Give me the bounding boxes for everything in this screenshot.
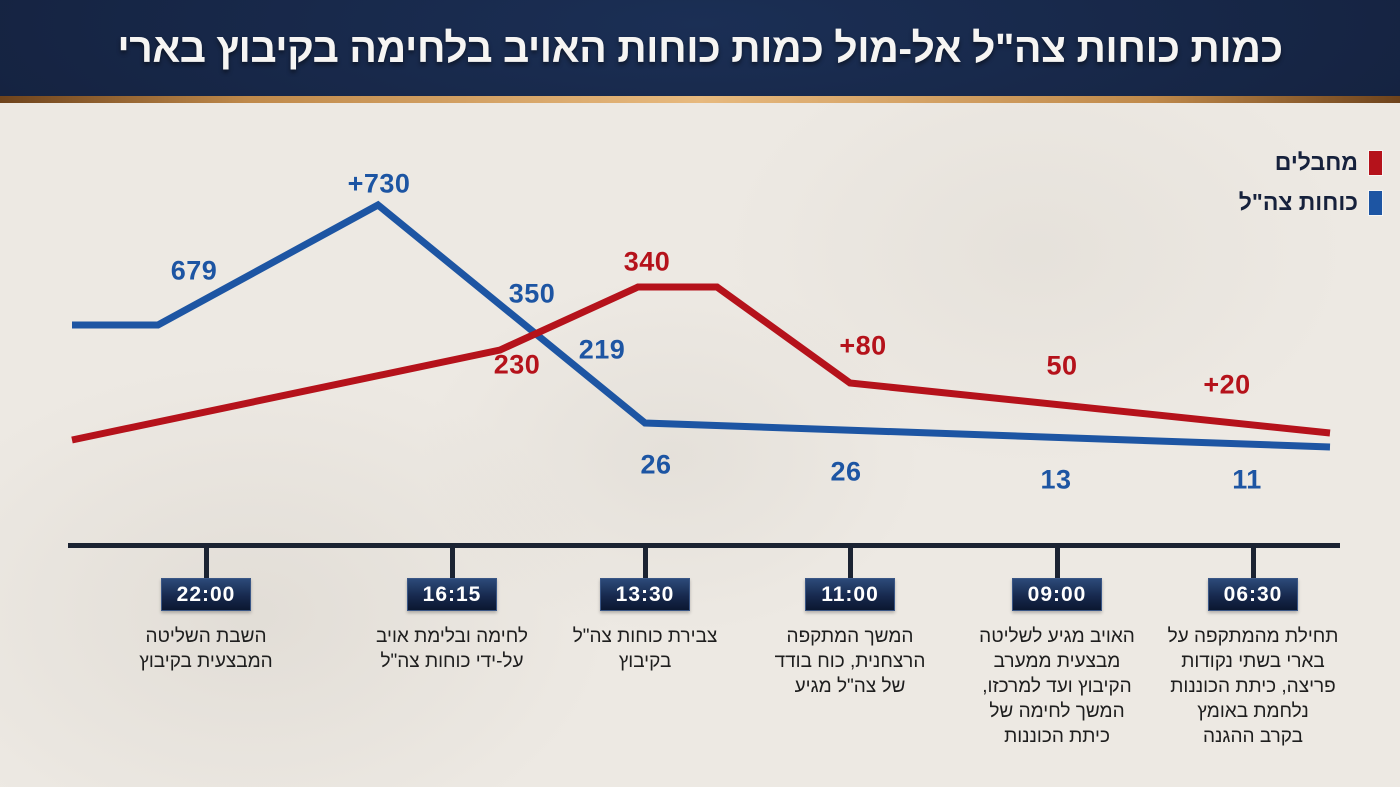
event-description-22:00: השבת השליטה המבצעית בקיבוץ (139, 626, 273, 672)
legend-item-terrorists: מחבלים (1239, 149, 1382, 176)
event-description-16:15: לחימה ובלימת אויב על-ידי כוחות צה"ל (376, 626, 528, 672)
time-box-22:00: 22:00 (161, 578, 251, 611)
value-label-terrorists: 230 (493, 349, 541, 380)
time-box-13:30: 13:30 (600, 578, 690, 611)
time-box-06:30: 06:30 (1208, 578, 1298, 611)
legend-swatch-terrorists-icon (1369, 150, 1382, 175)
gold-accent-bar (0, 96, 1400, 103)
event-description-11:00: המשך המתקפה הרצחנית, כוח בודד של צה"ל מג… (774, 626, 926, 697)
timeline-tick-06:30 (1251, 543, 1256, 579)
legend-item-idf: כוחות צה"ל (1239, 189, 1382, 216)
event-description-09:00: האויב מגיע לשליטה מבצעית ממערב הקיבוץ וע… (979, 626, 1135, 747)
series-line-idf (72, 200, 1331, 451)
value-label-terrorists: 340 (623, 246, 671, 277)
value-label-idf: 26 (830, 456, 862, 487)
timeline-axis (68, 543, 1340, 548)
timeline-tick-13:30 (643, 543, 648, 579)
value-label-idf: 26 (640, 449, 672, 480)
value-label-idf: +730 (347, 168, 411, 199)
time-box-09:00: 09:00 (1012, 578, 1102, 611)
time-box-11:00: 11:00 (805, 578, 895, 611)
value-label-idf: 11 (1232, 464, 1262, 495)
value-label-idf: 350 (508, 278, 556, 309)
timeline-tick-22:00 (204, 543, 209, 579)
legend-label-idf: כוחות צה"ל (1238, 189, 1358, 215)
series-line-terrorists (71, 283, 1331, 444)
title-bar: כמות כוחות צה"ל אל-מול כמות כוחות האויב … (0, 0, 1400, 96)
legend-label-terrorists: מחבלים (1274, 149, 1358, 175)
value-label-terrorists: +20 (1203, 369, 1251, 400)
value-label-idf: 679 (170, 255, 218, 286)
value-label-terrorists: 50 (1046, 350, 1078, 381)
legend: מחבלים כוחות צה"ל (1239, 149, 1382, 216)
timeline-tick-11:00 (848, 543, 853, 579)
timeline-tick-16:15 (450, 543, 455, 579)
value-label-idf: 219 (578, 334, 626, 365)
time-box-16:15: 16:15 (407, 578, 497, 611)
event-description-06:30: תחילת מהמתקפה על בארי בשתי נקודות פריצה,… (1167, 626, 1339, 747)
value-label-idf: 13 (1040, 464, 1072, 495)
event-description-13:30: צבירת כוחות צה"ל בקיבוץ (572, 626, 718, 672)
timeline-tick-09:00 (1055, 543, 1060, 579)
legend-swatch-idf-icon (1369, 190, 1382, 215)
value-label-terrorists: +80 (839, 330, 887, 361)
page-title: כמות כוחות צה"ל אל-מול כמות כוחות האויב … (117, 24, 1283, 71)
